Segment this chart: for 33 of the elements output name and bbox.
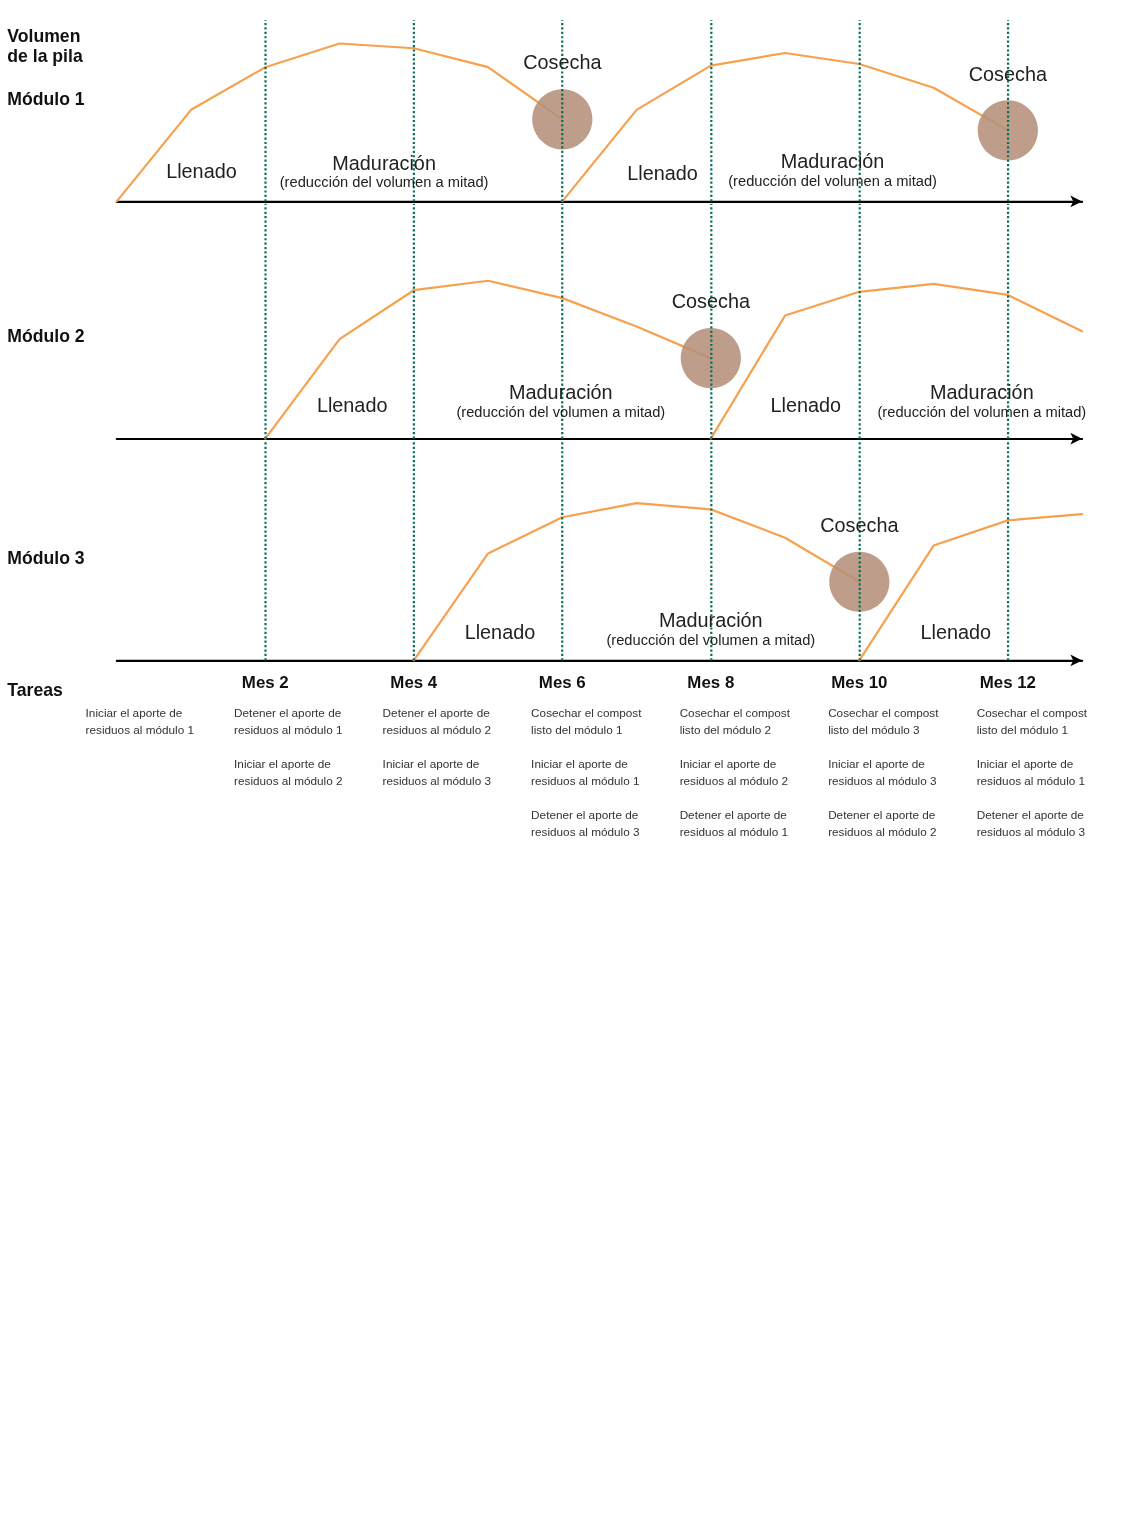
annotation: Maduración (reducción del volumen a mitad) xyxy=(877,380,1087,420)
text: Iniciar el aporte de residuos al módulo 1 xyxy=(85,706,195,737)
x-tick-label: Mes 8 xyxy=(687,672,735,692)
text: Detener el aporte de residuos al módulo 1 Iniciar el aporte de residuos al módulo 2 xyxy=(234,706,343,788)
annotation: Llenado xyxy=(627,161,698,184)
x-tick-label: Mes 12 xyxy=(979,672,1036,692)
y-axis-title: Módulo 2 xyxy=(7,325,85,346)
annotation: Maduración (reducción del volumen a mitad) xyxy=(279,151,489,191)
annotation: Cosecha xyxy=(671,290,751,313)
x-tick-label: Mes 6 xyxy=(538,672,586,692)
annotation: Llenado xyxy=(316,394,388,417)
text: Cosechar el compost listo del módulo 3 Iniciar el aporte de residuos al módulo 3 Detener el aporte de residuos al módulo 2 xyxy=(828,706,939,838)
text: Detener el aporte de residuos al módulo 2 Iniciar el aporte de residuos al módulo 3 xyxy=(382,706,492,788)
x-tick-label: Mes 2 xyxy=(241,672,289,692)
annotation: Llenado xyxy=(920,621,992,644)
text: Cosechar el compost listo del módulo 1 Iniciar el aporte de residuos al módulo 1 Detener el aporte de residuos al módulo 3 xyxy=(531,706,642,838)
annotation: Maduración (reducción del volumen a mitad) xyxy=(728,150,937,189)
y-axis-title: Módulo 3 xyxy=(7,548,85,569)
annotation: Llenado xyxy=(770,394,842,417)
annotation: Llenado xyxy=(166,160,237,183)
annotation: Cosecha xyxy=(523,51,603,74)
annotation: Maduración (reducción del volumen a mitad) xyxy=(456,380,666,420)
text: Cosechar el compost listo del módulo 2 Iniciar el aporte de residuos al módulo 2 Detener el aporte de residuos al módulo 1 xyxy=(679,706,791,838)
annotation: Cosecha xyxy=(968,62,1048,85)
annotation: Maduración (reducción del volumen a mitad) xyxy=(606,609,816,648)
text: Tareas xyxy=(7,679,64,700)
x-tick-label: Mes 4 xyxy=(390,672,438,692)
text: Cosechar el compost listo del módulo 1 Iniciar el aporte de residuos al módulo 1 Detener el aporte de residuos al módulo 3 xyxy=(976,706,1088,838)
x-tick-label: Mes 10 xyxy=(831,672,888,692)
annotation: Cosecha xyxy=(820,513,900,536)
chart-title: Volumen de la pila xyxy=(7,25,86,66)
y-axis-title: Módulo 1 xyxy=(7,88,85,109)
annotation: Llenado xyxy=(464,621,536,644)
